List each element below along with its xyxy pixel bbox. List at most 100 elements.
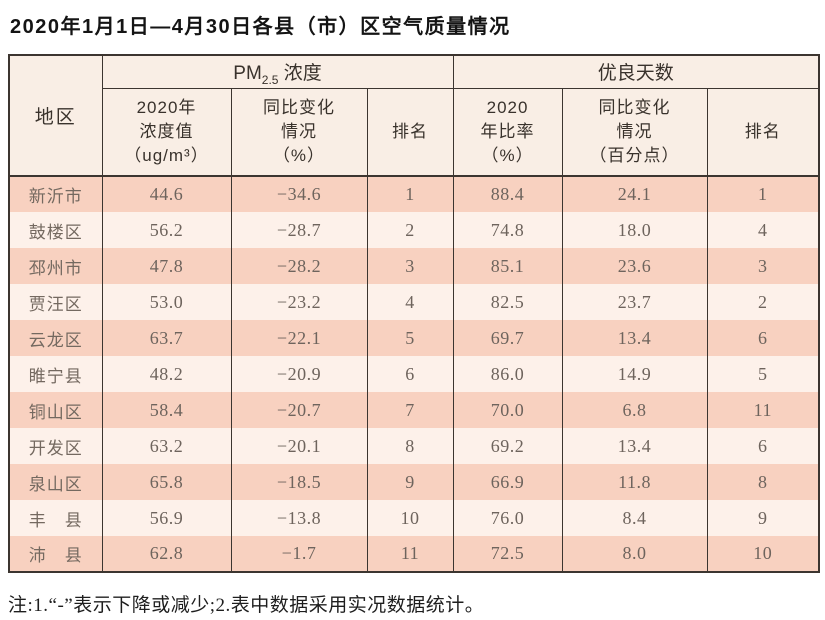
good-change-cell: 6.8 (561, 392, 708, 428)
pm-rank-cell: 4 (366, 284, 454, 320)
good-rank-column-header: 排名 (706, 88, 820, 177)
good-rank-cell: 3 (706, 248, 820, 284)
good-change-cell: 8.4 (561, 500, 708, 536)
table-row: 铜山区 58.4 −20.7 7 70.0 6.8 11 (8, 392, 820, 428)
pm-value-column-header: 2020年 浓度值 （ug/m³） (101, 88, 232, 177)
good-change-cell: 24.1 (561, 176, 708, 212)
good-rate-cell: 88.4 (452, 176, 563, 212)
table-row: 云龙区 63.7 −22.1 5 69.7 13.4 6 (8, 320, 820, 356)
pm-change-cell: −20.1 (230, 428, 368, 464)
pm-value-cell: 44.6 (101, 176, 232, 212)
pm-rank-cell: 8 (366, 428, 454, 464)
good-rank-cell: 8 (706, 464, 820, 500)
pm25-label-suffix: 浓度 (278, 63, 322, 85)
pm-value-cell: 56.9 (101, 500, 232, 536)
pm-change-cell: −34.6 (230, 176, 368, 212)
good-rank-cell: 6 (706, 428, 820, 464)
pm25-group-header: PM2.5 浓度 (101, 55, 454, 89)
region-cell: 沛 县 (8, 536, 103, 572)
region-cell: 鼓楼区 (8, 212, 103, 248)
good-change-cell: 11.8 (561, 464, 708, 500)
good-rate-cell: 72.5 (452, 536, 563, 572)
region-cell: 铜山区 (8, 392, 103, 428)
good-rank-cell: 10 (706, 536, 820, 572)
region-cell: 泉山区 (8, 464, 103, 500)
pm-rank-cell: 7 (366, 392, 454, 428)
good-change-cell: 13.4 (561, 428, 708, 464)
pm-change-cell: −20.9 (230, 356, 368, 392)
good-rank-cell: 9 (706, 500, 820, 536)
table-row: 泉山区 65.8 −18.5 9 66.9 11.8 8 (8, 464, 820, 500)
good-change-cell: 23.6 (561, 248, 708, 284)
pm25-label-subscript: 2.5 (261, 73, 279, 88)
pm-change-cell: −1.7 (230, 536, 368, 572)
pm-change-cell: −18.5 (230, 464, 368, 500)
good-rate-cell: 74.8 (452, 212, 563, 248)
pm-rank-cell: 11 (366, 536, 454, 572)
table-header: 地区 PM2.5 浓度 优良天数 2020年 浓度值 （ug/m³） 同比变化 … (8, 55, 820, 177)
pm-change-cell: −13.8 (230, 500, 368, 536)
region-cell: 邳州市 (8, 248, 103, 284)
good-change-column-header: 同比变化 情况 （百分点） (561, 88, 708, 177)
table-row: 沛 县 62.8 −1.7 11 72.5 8.0 10 (8, 536, 820, 572)
pm-value-cell: 58.4 (101, 392, 232, 428)
good-days-group-header: 优良天数 (452, 55, 820, 89)
group-header-row: 地区 PM2.5 浓度 优良天数 (8, 55, 820, 177)
good-rate-column-header: 2020 年比率 （%） (452, 88, 563, 177)
pm-rank-cell: 3 (366, 248, 454, 284)
good-rate-cell: 70.0 (452, 392, 563, 428)
region-cell: 贾汪区 (8, 284, 103, 320)
pm-value-cell: 62.8 (101, 536, 232, 572)
good-rank-cell: 6 (706, 320, 820, 356)
pm-rank-cell: 5 (366, 320, 454, 356)
good-rank-cell: 1 (706, 176, 820, 212)
region-cell: 新沂市 (8, 176, 103, 212)
pm-change-cell: −23.2 (230, 284, 368, 320)
pm-value-cell: 65.8 (101, 464, 232, 500)
table-row: 新沂市 44.6 −34.6 1 88.4 24.1 1 (8, 176, 820, 212)
table-row: 开发区 63.2 −20.1 8 69.2 13.4 6 (8, 428, 820, 464)
good-rate-cell: 76.0 (452, 500, 563, 536)
pm-change-cell: −20.7 (230, 392, 368, 428)
good-change-cell: 13.4 (561, 320, 708, 356)
pm-value-cell: 63.7 (101, 320, 232, 356)
region-cell: 云龙区 (8, 320, 103, 356)
footnote: 注:1.“-”表示下降或减少;2.表中数据采用实况数据统计。 (8, 595, 485, 616)
good-change-cell: 23.7 (561, 284, 708, 320)
region-cell: 睢宁县 (8, 356, 103, 392)
pm-value-cell: 48.2 (101, 356, 232, 392)
pm-value-cell: 63.2 (101, 428, 232, 464)
good-rank-cell: 2 (706, 284, 820, 320)
table-row: 鼓楼区 56.2 −28.7 2 74.8 18.0 4 (8, 212, 820, 248)
table-row: 邳州市 47.8 −28.2 3 85.1 23.6 3 (8, 248, 820, 284)
page-title: 2020年1月1日—4月30日各县（市）区空气质量情况 (10, 16, 511, 38)
table-row: 贾汪区 53.0 −23.2 4 82.5 23.7 2 (8, 284, 820, 320)
pm-rank-column-header: 排名 (366, 88, 454, 177)
pm-rank-cell: 6 (366, 356, 454, 392)
region-column-header: 地区 (8, 55, 103, 177)
region-cell: 开发区 (8, 428, 103, 464)
good-rate-cell: 69.2 (452, 428, 563, 464)
pm-rank-cell: 2 (366, 212, 454, 248)
good-change-cell: 18.0 (561, 212, 708, 248)
good-rate-cell: 86.0 (452, 356, 563, 392)
air-quality-table: 地区 PM2.5 浓度 优良天数 2020年 浓度值 （ug/m³） 同比变化 … (8, 54, 821, 573)
good-change-cell: 8.0 (561, 536, 708, 572)
pm-change-cell: −28.2 (230, 248, 368, 284)
pm-value-cell: 53.0 (101, 284, 232, 320)
region-cell: 丰 县 (8, 500, 103, 536)
pm-change-cell: −22.1 (230, 320, 368, 356)
pm25-label-prefix: PM (233, 63, 262, 85)
good-change-cell: 14.9 (561, 356, 708, 392)
table-row: 睢宁县 48.2 −20.9 6 86.0 14.9 5 (8, 356, 820, 392)
good-rank-cell: 5 (706, 356, 820, 392)
pm-value-cell: 47.8 (101, 248, 232, 284)
pm-rank-cell: 9 (366, 464, 454, 500)
table-body: 新沂市 44.6 −34.6 1 88.4 24.1 1 鼓楼区 56.2 −2… (8, 176, 820, 572)
good-rank-cell: 11 (706, 392, 820, 428)
good-rate-cell: 69.7 (452, 320, 563, 356)
sub-header-row: 2020年 浓度值 （ug/m³） 同比变化 情况 （%） 排名 2020 年比… (9, 88, 820, 177)
good-rate-cell: 82.5 (452, 284, 563, 320)
good-rank-cell: 4 (706, 212, 820, 248)
